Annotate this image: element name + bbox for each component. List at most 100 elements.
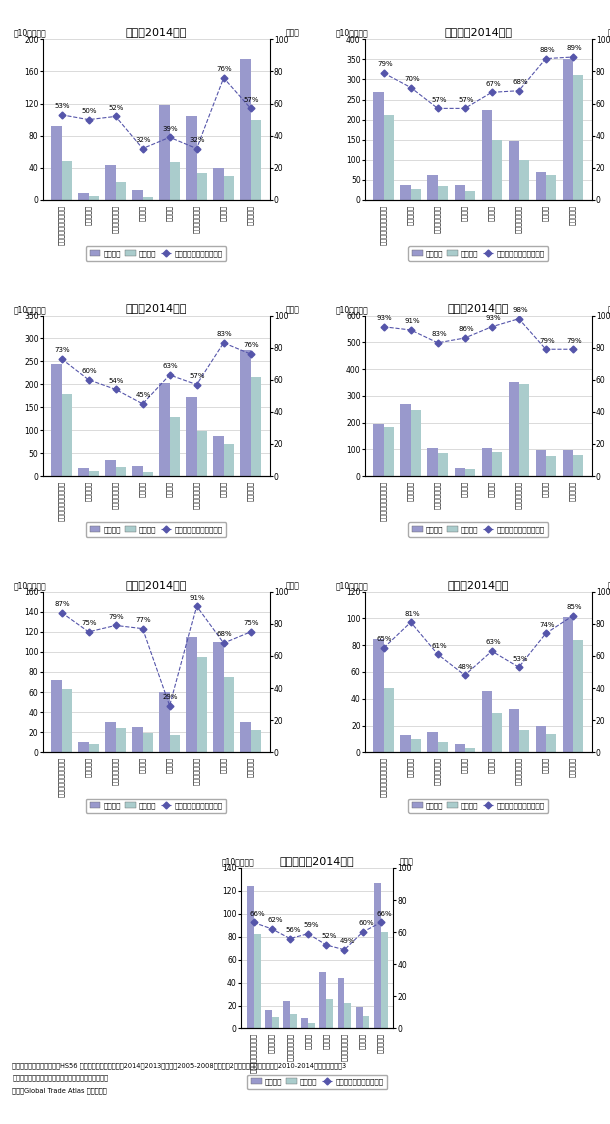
Bar bbox=[62, 395, 72, 477]
Bar bbox=[481, 110, 492, 200]
Text: 49%: 49% bbox=[340, 939, 356, 944]
Legend: 輸出合計, 増加品目, 増加品目シェア（右軸）: 輸出合計, 増加品目, 増加品目シェア（右軸） bbox=[86, 246, 226, 261]
Bar bbox=[159, 106, 170, 200]
Text: 66%: 66% bbox=[376, 910, 392, 917]
Text: 79%: 79% bbox=[566, 337, 582, 344]
Text: 32%: 32% bbox=[136, 137, 151, 143]
Bar bbox=[290, 1014, 297, 1028]
Bar bbox=[251, 378, 261, 477]
Title: 米国（2014年）: 米国（2014年） bbox=[126, 303, 187, 314]
Text: 資料：Global Trade Atlas から作成。: 資料：Global Trade Atlas から作成。 bbox=[12, 1087, 107, 1094]
Title: 中国（2014年）: 中国（2014年） bbox=[448, 303, 509, 314]
Bar bbox=[240, 60, 251, 200]
Text: 91%: 91% bbox=[404, 318, 420, 325]
Bar bbox=[411, 410, 421, 477]
Text: 29%: 29% bbox=[163, 695, 178, 700]
Bar bbox=[428, 175, 438, 200]
Bar bbox=[562, 617, 573, 752]
Bar bbox=[78, 742, 88, 752]
Bar bbox=[401, 404, 411, 477]
Bar bbox=[88, 196, 99, 200]
Bar bbox=[546, 734, 556, 752]
Text: 65%: 65% bbox=[377, 636, 392, 642]
Text: （10億ドル）: （10億ドル） bbox=[13, 305, 46, 314]
Bar bbox=[224, 175, 234, 200]
Text: 87%: 87% bbox=[55, 601, 71, 607]
Bar bbox=[214, 167, 224, 200]
Text: 75%: 75% bbox=[244, 620, 259, 626]
Text: 86%: 86% bbox=[458, 326, 473, 333]
Bar bbox=[106, 164, 116, 200]
Text: （10億ドル）: （10億ドル） bbox=[221, 858, 254, 867]
Text: 75%: 75% bbox=[82, 620, 98, 626]
Bar bbox=[159, 692, 170, 752]
Text: 56%: 56% bbox=[285, 927, 301, 933]
Bar bbox=[562, 450, 573, 477]
Bar bbox=[283, 1001, 290, 1028]
Bar bbox=[224, 677, 234, 752]
Text: （％）: （％） bbox=[608, 29, 610, 38]
Bar bbox=[51, 680, 62, 752]
Text: 52%: 52% bbox=[109, 105, 124, 111]
Bar bbox=[411, 190, 421, 200]
Bar bbox=[481, 691, 492, 752]
Bar bbox=[546, 175, 556, 200]
Text: 60%: 60% bbox=[82, 369, 98, 374]
Bar bbox=[465, 191, 475, 200]
Bar bbox=[116, 468, 126, 477]
Bar bbox=[362, 1016, 370, 1028]
Text: 59%: 59% bbox=[304, 922, 319, 928]
Bar bbox=[454, 468, 465, 477]
Bar bbox=[492, 139, 502, 200]
Text: 32%: 32% bbox=[190, 137, 206, 143]
Text: （％）: （％） bbox=[400, 858, 414, 867]
Text: 83%: 83% bbox=[431, 332, 447, 337]
Text: 57%: 57% bbox=[244, 97, 259, 102]
Title: ドイツ（2014年）: ドイツ（2014年） bbox=[444, 27, 512, 37]
Text: 60%: 60% bbox=[358, 921, 374, 926]
Legend: 輸出合計, 増加品目, 増加品目シェア（右軸）: 輸出合計, 増加品目, 増加品目シェア（右軸） bbox=[408, 246, 548, 261]
Bar bbox=[384, 688, 394, 752]
Bar bbox=[562, 60, 573, 200]
Bar bbox=[196, 656, 207, 752]
Text: （％）: （％） bbox=[285, 581, 299, 590]
Bar bbox=[454, 184, 465, 200]
Bar bbox=[224, 444, 234, 477]
Bar bbox=[143, 733, 153, 752]
Bar bbox=[214, 436, 224, 477]
Bar bbox=[326, 998, 333, 1028]
Bar bbox=[438, 453, 448, 477]
Legend: 輸出合計, 増加品目, 増加品目シェア（右軸）: 輸出合計, 増加品目, 増加品目シェア（右軸） bbox=[408, 798, 548, 813]
Bar bbox=[132, 190, 143, 200]
Bar bbox=[509, 709, 518, 752]
Text: 83%: 83% bbox=[217, 332, 232, 337]
Text: 備考：増加の判断基準は、HS56 桁毎に、対世界輸出額ﾈ2014か2013年ﾉが、2005-2008年のうち2年間と比べて増加、かい2010-2014年に前年比: 備考：増加の判断基準は、HS56 桁毎に、対世界輸出額ﾈ2014か2013年ﾉが… bbox=[12, 1062, 346, 1069]
Bar bbox=[573, 640, 583, 752]
Text: 93%: 93% bbox=[377, 315, 393, 321]
Legend: 輸出合計, 増加品目, 増加品目シェア（右軸）: 輸出合計, 増加品目, 増加品目シェア（右軸） bbox=[86, 798, 226, 813]
Bar bbox=[428, 448, 438, 477]
Text: 52%: 52% bbox=[321, 933, 337, 940]
Bar bbox=[247, 886, 254, 1028]
Title: 英国（2014年）: 英国（2014年） bbox=[448, 580, 509, 590]
Bar bbox=[536, 172, 546, 200]
Bar bbox=[438, 185, 448, 200]
Bar bbox=[170, 735, 180, 752]
Title: 日本（2014年）: 日本（2014年） bbox=[126, 27, 187, 37]
Bar bbox=[401, 735, 411, 752]
Bar bbox=[411, 738, 421, 752]
Bar bbox=[187, 397, 196, 477]
Bar bbox=[373, 424, 384, 477]
Bar bbox=[356, 1007, 362, 1028]
Bar bbox=[518, 160, 529, 200]
Bar bbox=[51, 364, 62, 477]
Bar bbox=[492, 714, 502, 752]
Title: 韓国（2014年）: 韓国（2014年） bbox=[126, 580, 187, 590]
Bar bbox=[573, 455, 583, 477]
Text: 74%: 74% bbox=[539, 622, 554, 628]
Bar bbox=[337, 978, 345, 1028]
Text: 73%: 73% bbox=[55, 347, 71, 353]
Title: フランス（2014年）: フランス（2014年） bbox=[280, 855, 354, 865]
Bar bbox=[381, 932, 387, 1028]
Bar bbox=[492, 452, 502, 477]
